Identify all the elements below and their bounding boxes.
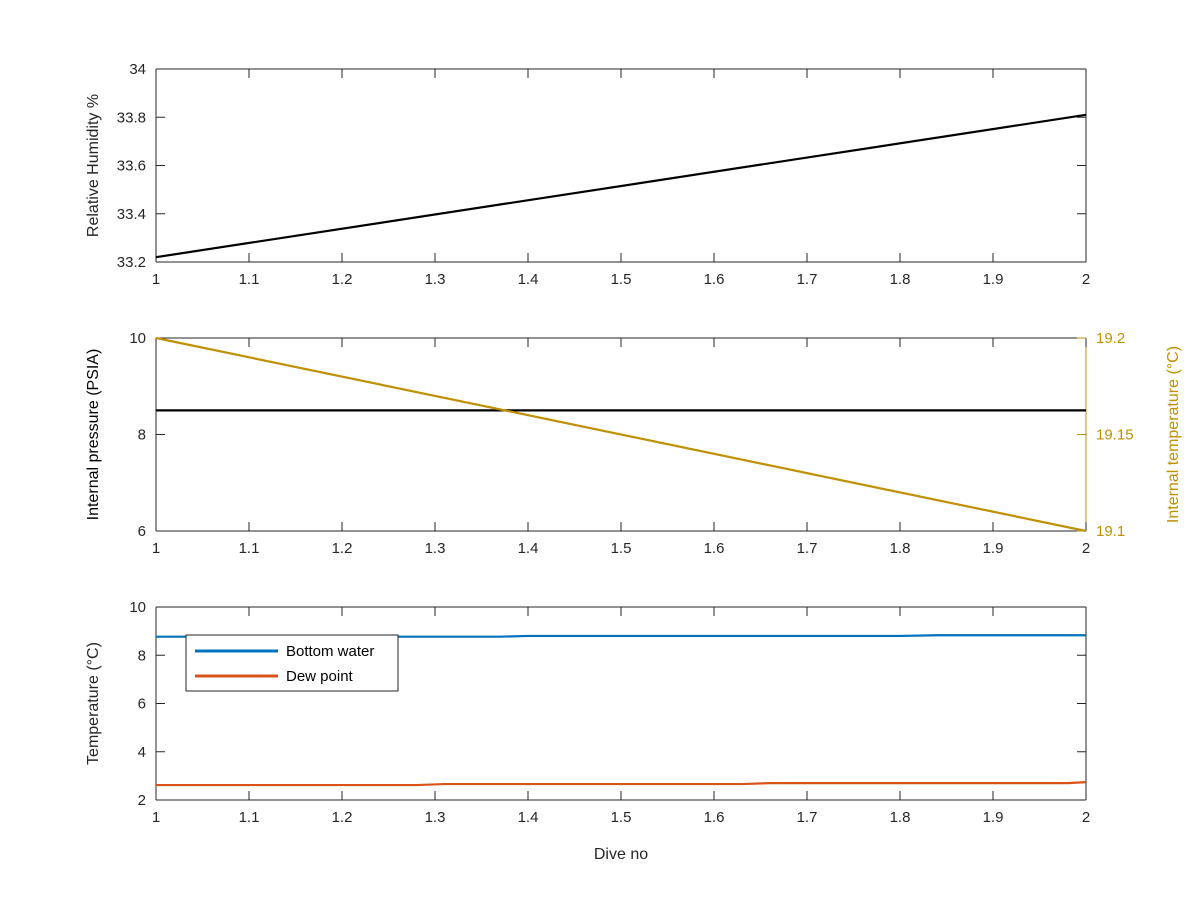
x-tick-label: 1.6 [704, 271, 725, 288]
x-tick-label: 1.2 [332, 540, 353, 557]
x-tick-label: 1 [152, 809, 160, 826]
y-axis-label: Relative Humidity % [85, 94, 102, 237]
x-tick-label: 2 [1082, 540, 1090, 557]
x-tick-label: 1.1 [239, 540, 260, 557]
legend-box [185, 634, 399, 692]
y-tick-label: 33.2 [117, 254, 146, 271]
x-tick-label: 1.8 [890, 540, 911, 557]
y-tick-label: 8 [138, 427, 146, 444]
x-tick-label: 1.2 [332, 271, 353, 288]
dew-point-line [156, 781, 1087, 787]
x-tick-label: 2 [1082, 809, 1090, 826]
y2-tick-label: 19.2 [1096, 330, 1125, 347]
x-tick-label: 1.4 [518, 540, 539, 557]
y2-tick-label: 19.1 [1096, 523, 1125, 540]
x-tick-label: 1.3 [425, 540, 446, 557]
y-axis-label: Temperature (°C) [85, 642, 102, 765]
y-tick-label: 8 [138, 647, 146, 664]
x-tick-label: 1.7 [797, 809, 818, 826]
x-tick-label: 1.7 [797, 540, 818, 557]
y-tick-label: 10 [129, 599, 146, 616]
x-tick-label: 1.6 [704, 540, 725, 557]
y-tick-label: 4 [138, 744, 146, 761]
y-tick-label: 33.4 [117, 206, 146, 223]
x-tick-label: 1.4 [518, 271, 539, 288]
temperature-plot: 1 1.1 1.2 1.3 1.4 1.5 1.6 1.7 1.8 1.9 2 2 4 6 8 10 Tempe… [85, 599, 1090, 863]
x-tick-label: 1 [152, 540, 160, 557]
x-tick-label: 1 [152, 271, 160, 288]
series-0-line [155, 113, 1087, 259]
x-tick-label: 1.9 [983, 540, 1004, 557]
humidity-plot: 1 1.1 1.2 1.3 1.4 1.5 1.6 1.7 1.8 1.9 2 33.2 33.4 33.… [85, 61, 1090, 288]
x-tick-label: 1.9 [983, 271, 1004, 288]
x-tick-label: 1.8 [890, 809, 911, 826]
series-1-line [155, 336, 1087, 533]
x-tick-label: 1.3 [425, 271, 446, 288]
x-tick-label: 1.3 [425, 809, 446, 826]
y-tick-label: 6 [138, 523, 146, 540]
bottom-water-line [156, 634, 1086, 638]
y-tick-label: 10 [129, 330, 146, 347]
y-tick-label: 33.6 [117, 158, 146, 175]
x-axis-label: Dive no [594, 846, 648, 863]
y2-tick-label: 19.15 [1096, 427, 1134, 444]
legend-label: Bottom water [286, 643, 374, 660]
x-tick-label: 1.8 [890, 271, 911, 288]
y-tick-label: 33.8 [117, 109, 146, 126]
y-tick-label: 2 [138, 792, 146, 809]
x-tick-label: 1.5 [611, 271, 632, 288]
y-axis-label: Internal pressure (PSIA) [85, 349, 102, 521]
x-tick-label: 1.6 [704, 809, 725, 826]
y-tick-label: 6 [138, 696, 146, 713]
pressure-temperature-plot: 1 1.1 1.2 1.3 1.4 1.5 1.6 1.7 1.8 1.9 2 6 8 10 19.1 19.… [85, 330, 1182, 557]
x-tick-label: 1.4 [518, 809, 539, 826]
x-tick-label: 1.7 [797, 271, 818, 288]
x-tick-label: 1.5 [611, 540, 632, 557]
x-tick-label: 1.9 [983, 809, 1004, 826]
y-tick-label: 34 [129, 61, 146, 78]
x-tick-label: 2 [1082, 271, 1090, 288]
x-tick-label: 1.5 [611, 809, 632, 826]
x-tick-label: 1.2 [332, 809, 353, 826]
y2-axis-label: Internal temperature (°C) [1165, 346, 1182, 523]
x-tick-label: 1.1 [239, 271, 260, 288]
x-tick-label: 1.1 [239, 809, 260, 826]
legend-label: Dew point [286, 668, 354, 685]
